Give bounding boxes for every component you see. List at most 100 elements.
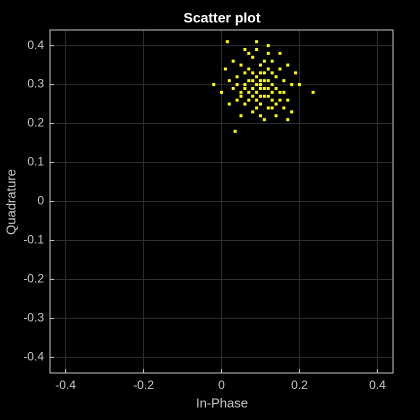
point: [239, 90, 243, 94]
point: [258, 102, 262, 106]
point: [243, 47, 247, 51]
point: [255, 40, 259, 44]
point: [262, 59, 266, 63]
point: [270, 59, 274, 63]
point: [247, 67, 251, 71]
point: [255, 83, 259, 87]
point: [235, 75, 239, 79]
point: [278, 90, 282, 94]
point: [258, 94, 262, 98]
point: [212, 83, 216, 87]
point: [255, 106, 259, 110]
point: [270, 90, 274, 94]
x-tick-label: 0.4: [369, 378, 386, 392]
point: [258, 71, 262, 75]
y-tick-label: 0.2: [27, 116, 44, 130]
point: [235, 83, 239, 87]
point: [247, 79, 251, 83]
point: [270, 106, 274, 110]
x-axis-label: In-Phase: [196, 395, 248, 410]
point: [258, 79, 262, 83]
point: [227, 102, 231, 106]
point: [290, 110, 294, 114]
point: [231, 86, 235, 90]
axes-box: [49, 29, 394, 374]
point: [258, 63, 262, 67]
point: [286, 98, 290, 102]
point: [274, 86, 278, 90]
point: [278, 98, 282, 102]
point: [247, 98, 251, 102]
point: [258, 86, 262, 90]
point: [286, 118, 290, 122]
point: [262, 94, 266, 98]
point: [278, 67, 282, 71]
point: [235, 98, 239, 102]
y-tick-label: 0: [37, 194, 44, 208]
point: [255, 47, 259, 51]
x-tick-label: -0.4: [55, 378, 76, 392]
y-tick-label: -0.1: [23, 233, 44, 247]
point: [223, 67, 227, 71]
y-tick-label: -0.3: [23, 311, 44, 325]
y-axis-label: Quadrature: [3, 169, 18, 235]
point: [220, 90, 223, 94]
point: [274, 75, 278, 79]
point: [247, 51, 251, 55]
point: [239, 94, 243, 98]
point: [258, 83, 262, 87]
point: [290, 83, 294, 87]
point: [262, 86, 266, 90]
point: [297, 83, 301, 87]
point: [266, 94, 270, 98]
point: [311, 90, 315, 94]
point: [231, 59, 235, 63]
y-tick-label: 0.1: [27, 155, 44, 169]
point: [255, 98, 259, 102]
point: [247, 90, 251, 94]
point: [262, 118, 266, 122]
point: [258, 114, 262, 118]
chart-title: Scatter plot: [183, 10, 260, 26]
point: [243, 71, 247, 75]
point: [227, 79, 231, 83]
y-tick-label: 0.4: [27, 38, 44, 52]
point: [225, 40, 229, 44]
point: [282, 106, 286, 110]
point: [262, 71, 266, 75]
point: [270, 71, 274, 75]
point: [294, 71, 298, 75]
point: [239, 114, 243, 118]
point: [266, 67, 270, 71]
point: [251, 86, 255, 90]
point: [255, 90, 259, 94]
point: [251, 71, 255, 75]
point: [278, 51, 282, 55]
point: [251, 94, 255, 98]
point: [266, 44, 270, 48]
point: [266, 106, 270, 110]
x-tick-label: -0.2: [133, 378, 154, 392]
point: [266, 86, 270, 90]
x-tick-label: 0.2: [291, 378, 308, 392]
point: [270, 83, 274, 87]
point: [262, 79, 266, 83]
point: [251, 79, 255, 83]
point: [255, 75, 259, 79]
y-tick-label: 0.3: [27, 77, 44, 91]
point: [243, 102, 247, 106]
x-tick-label: 0: [218, 378, 225, 392]
point: [266, 51, 270, 55]
y-tick-label: -0.4: [23, 350, 44, 364]
point: [274, 102, 278, 106]
point: [243, 83, 247, 87]
point: [274, 114, 278, 118]
point: [243, 86, 247, 90]
point: [282, 90, 286, 94]
point: [286, 63, 290, 67]
point: [270, 98, 274, 102]
point: [251, 55, 255, 59]
point: [233, 129, 237, 133]
